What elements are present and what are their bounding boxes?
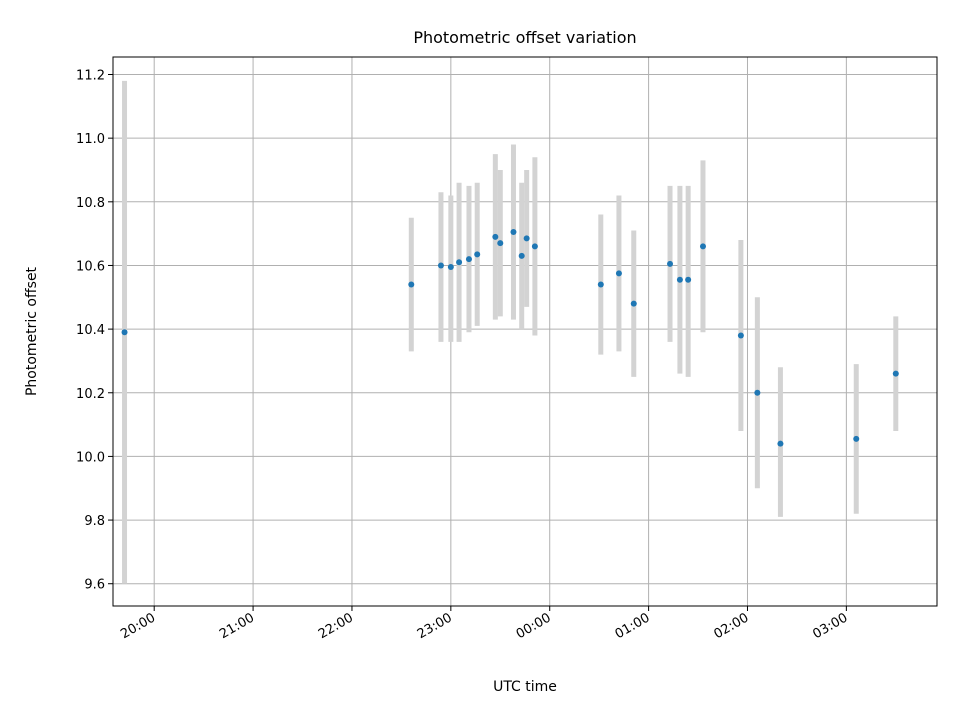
data-point (121, 329, 128, 336)
data-point (408, 281, 415, 288)
x-tick-label: 20:00 (118, 610, 158, 642)
data-point (597, 281, 604, 288)
grid (113, 57, 937, 606)
data-point (510, 229, 517, 236)
x-axis-label: UTC time (493, 679, 557, 695)
y-axis-label: Photometric offset (24, 266, 40, 396)
data-point (615, 270, 622, 277)
data-point (754, 389, 761, 396)
y-tick-label: 10.6 (76, 259, 105, 274)
y-tick-label: 10.0 (76, 450, 105, 465)
data-point (676, 276, 683, 283)
data-point (737, 332, 744, 339)
chart-title: Photometric offset variation (413, 28, 636, 47)
x-tick-label: 00:00 (514, 610, 554, 642)
data-point (518, 252, 525, 259)
x-tick-label: 01:00 (613, 610, 653, 642)
y-tick-label: 11.2 (76, 69, 105, 84)
data-point (531, 243, 538, 250)
data-point (447, 264, 454, 271)
y-tick-label: 10.2 (76, 387, 105, 402)
data-point (777, 440, 784, 447)
y-tick-label: 11.0 (76, 132, 105, 147)
data-points (121, 229, 899, 447)
data-point (465, 256, 472, 263)
data-point (685, 276, 692, 283)
data-point (853, 435, 860, 442)
data-point (437, 262, 444, 269)
data-point (667, 260, 674, 267)
data-point (492, 233, 499, 240)
data-point (474, 251, 481, 258)
data-point (630, 300, 637, 307)
y-tick-label: 10.8 (76, 196, 105, 211)
x-tick-label: 02:00 (712, 610, 752, 642)
data-point (497, 240, 504, 247)
ticks: 20:00 21:00 22:00 23:00 00:00 01:00 02:00 03:00… (76, 69, 850, 643)
plot-frame (112, 56, 938, 607)
data-point (523, 235, 530, 242)
error-bars (122, 80, 899, 584)
y-tick-label: 9.6 (84, 578, 105, 593)
x-tick-label: 21:00 (217, 610, 257, 642)
x-tick-label: 23:00 (415, 610, 455, 642)
x-tick-label: 22:00 (316, 610, 356, 642)
data-point (892, 370, 899, 377)
data-point (699, 243, 706, 250)
x-tick-label: 03:00 (810, 610, 850, 642)
y-tick-label: 9.8 (84, 514, 105, 529)
y-tick-label: 10.4 (76, 323, 105, 338)
data-point (456, 259, 463, 266)
